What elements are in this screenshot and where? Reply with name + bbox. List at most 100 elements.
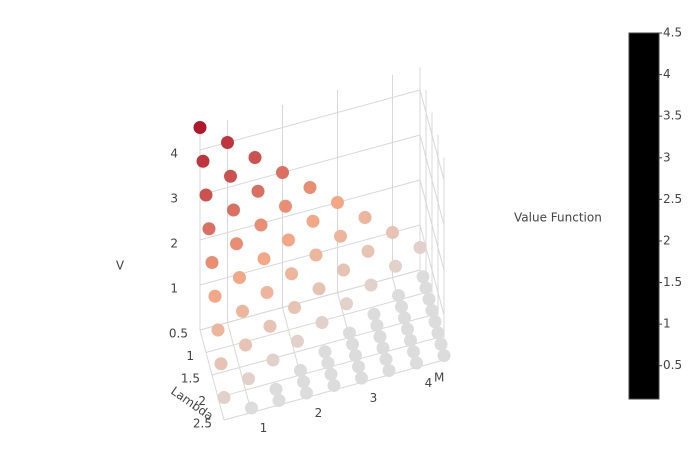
point bbox=[208, 289, 222, 303]
point bbox=[327, 379, 341, 392]
point bbox=[395, 300, 408, 314]
point bbox=[221, 136, 234, 149]
y-tick-label: 1 bbox=[260, 421, 268, 435]
point bbox=[334, 229, 347, 243]
point bbox=[263, 319, 277, 333]
grid-line bbox=[227, 322, 252, 413]
point bbox=[337, 263, 350, 277]
point bbox=[416, 270, 430, 284]
point bbox=[382, 364, 396, 377]
colorbar-tick-label: 1 bbox=[663, 317, 671, 331]
point bbox=[355, 371, 368, 385]
point bbox=[230, 237, 243, 251]
point bbox=[260, 286, 274, 299]
point bbox=[343, 326, 356, 340]
colorbar-tick-label: 1.5 bbox=[663, 275, 682, 289]
y-tick-label: 2 bbox=[315, 406, 323, 420]
point bbox=[309, 248, 323, 262]
colorbar-tick-label: 3.5 bbox=[663, 109, 682, 123]
colorbar-tick-label: 3 bbox=[663, 150, 671, 164]
point bbox=[373, 330, 387, 344]
point bbox=[361, 244, 375, 258]
point bbox=[205, 256, 219, 269]
point bbox=[379, 352, 393, 366]
point bbox=[404, 334, 417, 347]
grid-line bbox=[199, 179, 421, 241]
point bbox=[413, 241, 427, 254]
y-tick-label: 4 bbox=[425, 376, 433, 390]
point bbox=[285, 267, 298, 281]
grid-line bbox=[199, 134, 421, 196]
point bbox=[276, 166, 289, 179]
point bbox=[431, 326, 445, 340]
point bbox=[346, 337, 359, 351]
z-axis-label: V bbox=[116, 259, 125, 273]
x-tick-label: 1.5 bbox=[181, 372, 200, 386]
point bbox=[425, 304, 439, 317]
point bbox=[422, 292, 436, 306]
point bbox=[245, 401, 258, 415]
colorbar-tick-label: 4 bbox=[663, 67, 671, 81]
point bbox=[193, 121, 207, 134]
point bbox=[257, 252, 271, 266]
point bbox=[407, 345, 420, 359]
point bbox=[364, 278, 378, 292]
point bbox=[370, 319, 384, 332]
point bbox=[312, 282, 326, 296]
point bbox=[199, 188, 213, 202]
point bbox=[266, 353, 280, 367]
point bbox=[239, 338, 252, 352]
point bbox=[242, 372, 255, 386]
point bbox=[428, 315, 442, 329]
point bbox=[376, 341, 390, 355]
point bbox=[419, 281, 433, 295]
point bbox=[291, 334, 304, 348]
legend-label: Value Function bbox=[514, 211, 602, 225]
x-tick-label: 2 bbox=[198, 394, 206, 408]
point bbox=[227, 203, 240, 217]
point bbox=[367, 307, 381, 321]
point bbox=[315, 316, 329, 329]
point bbox=[303, 181, 317, 194]
point bbox=[211, 323, 225, 337]
point bbox=[294, 364, 307, 377]
point bbox=[318, 345, 332, 359]
colorbar-tick-label: 2.5 bbox=[663, 192, 682, 206]
point bbox=[306, 214, 320, 228]
y-tick-label: 3 bbox=[370, 391, 378, 405]
point bbox=[214, 357, 228, 371]
point bbox=[236, 304, 249, 318]
point bbox=[437, 349, 451, 362]
point bbox=[401, 322, 414, 336]
y-axis-label: M bbox=[434, 371, 444, 385]
point bbox=[279, 199, 292, 213]
point bbox=[224, 169, 237, 183]
z-tick-label: 4 bbox=[170, 147, 178, 161]
x-tick-label: 0.5 bbox=[169, 327, 188, 341]
point bbox=[297, 375, 310, 389]
x-tick-label: 1 bbox=[186, 349, 194, 363]
point bbox=[217, 391, 231, 404]
point bbox=[251, 184, 265, 198]
grid-line bbox=[199, 269, 421, 331]
point bbox=[202, 222, 216, 236]
point bbox=[340, 297, 353, 311]
point bbox=[269, 382, 283, 396]
point bbox=[398, 311, 411, 325]
point bbox=[392, 289, 405, 302]
grid-line bbox=[199, 89, 421, 151]
point bbox=[331, 196, 344, 209]
point bbox=[248, 151, 262, 164]
point bbox=[389, 259, 402, 273]
point bbox=[321, 356, 335, 370]
x-tick-label: 2.5 bbox=[193, 417, 212, 431]
z-tick-label: 3 bbox=[170, 192, 178, 206]
point bbox=[254, 218, 268, 232]
point bbox=[352, 360, 365, 374]
point bbox=[282, 233, 295, 247]
colorbar-tick-label: 0.5 bbox=[663, 358, 682, 372]
point bbox=[233, 271, 246, 284]
colorbar-tick-label: 4.5 bbox=[663, 26, 682, 40]
point bbox=[324, 367, 338, 381]
